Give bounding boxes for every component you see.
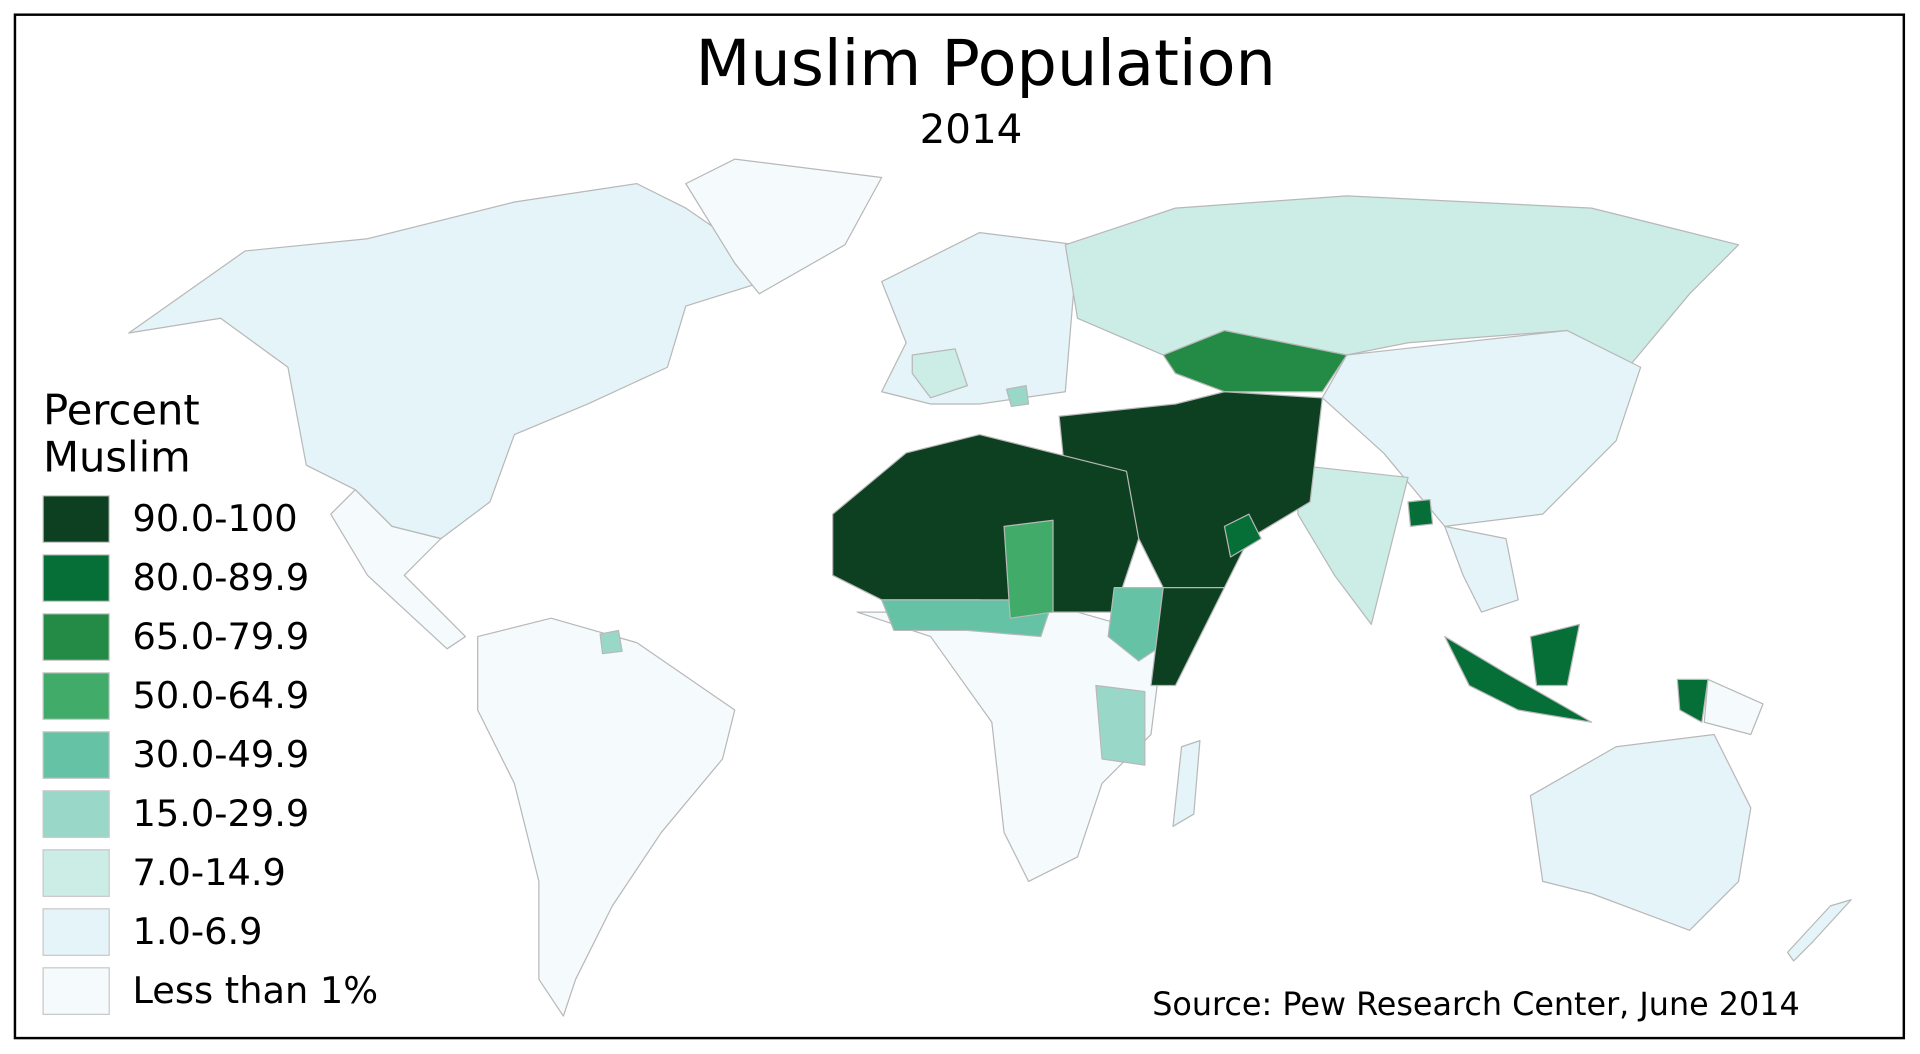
legend-label: 65.0-79.9 bbox=[132, 615, 309, 658]
new-zealand bbox=[1786, 899, 1852, 962]
russia bbox=[1064, 195, 1740, 368]
map-subtitle: 2014 bbox=[920, 106, 1023, 153]
south-america bbox=[477, 617, 736, 1017]
india bbox=[1297, 464, 1409, 625]
sumatra-java bbox=[1444, 635, 1593, 723]
legend-swatch bbox=[42, 908, 110, 956]
north-america bbox=[128, 183, 785, 540]
bosnia bbox=[1005, 384, 1030, 408]
kazakhstan bbox=[1162, 329, 1348, 393]
east-asia bbox=[1321, 329, 1642, 527]
world-map bbox=[128, 158, 1852, 1017]
australia bbox=[1529, 733, 1752, 931]
somalia bbox=[1150, 586, 1226, 687]
france bbox=[911, 348, 968, 399]
madagascar bbox=[1172, 740, 1201, 827]
papua bbox=[1676, 678, 1709, 723]
legend-swatch bbox=[42, 967, 110, 1015]
legend-swatch bbox=[42, 849, 110, 897]
legend-label: 7.0-14.9 bbox=[132, 851, 285, 894]
legend-label: 50.0-64.9 bbox=[132, 674, 309, 717]
legend-label: 30.0-49.9 bbox=[132, 733, 309, 776]
legend-label: 1.0-6.9 bbox=[132, 910, 262, 953]
source-note: Source: Pew Research Center, June 2014 bbox=[1152, 985, 1800, 1023]
map-title: Muslim Population bbox=[696, 27, 1276, 101]
suriname bbox=[599, 629, 623, 655]
legend-swatch bbox=[42, 790, 110, 838]
legend-label: 90.0-100 bbox=[132, 497, 297, 540]
legend-title: Percent bbox=[43, 386, 200, 435]
legend-swatch bbox=[42, 731, 110, 779]
oman bbox=[1223, 513, 1262, 558]
legend-label: 80.0-89.9 bbox=[132, 556, 309, 599]
greenland bbox=[685, 158, 883, 295]
central-america bbox=[330, 489, 467, 650]
bangladesh bbox=[1407, 498, 1434, 527]
legend-swatch bbox=[42, 554, 110, 602]
legend-title: Muslim bbox=[43, 432, 191, 481]
borneo bbox=[1529, 623, 1581, 687]
legend-label: 15.0-29.9 bbox=[132, 792, 309, 835]
tanzania bbox=[1095, 684, 1146, 766]
legend-swatch bbox=[42, 672, 110, 720]
legend-swatch bbox=[42, 495, 110, 543]
southeast-asia bbox=[1444, 525, 1519, 613]
legend-swatch bbox=[42, 613, 110, 661]
papua-new-guinea bbox=[1703, 678, 1764, 736]
chad bbox=[1003, 519, 1054, 619]
legend-label: Less than 1% bbox=[132, 969, 378, 1012]
